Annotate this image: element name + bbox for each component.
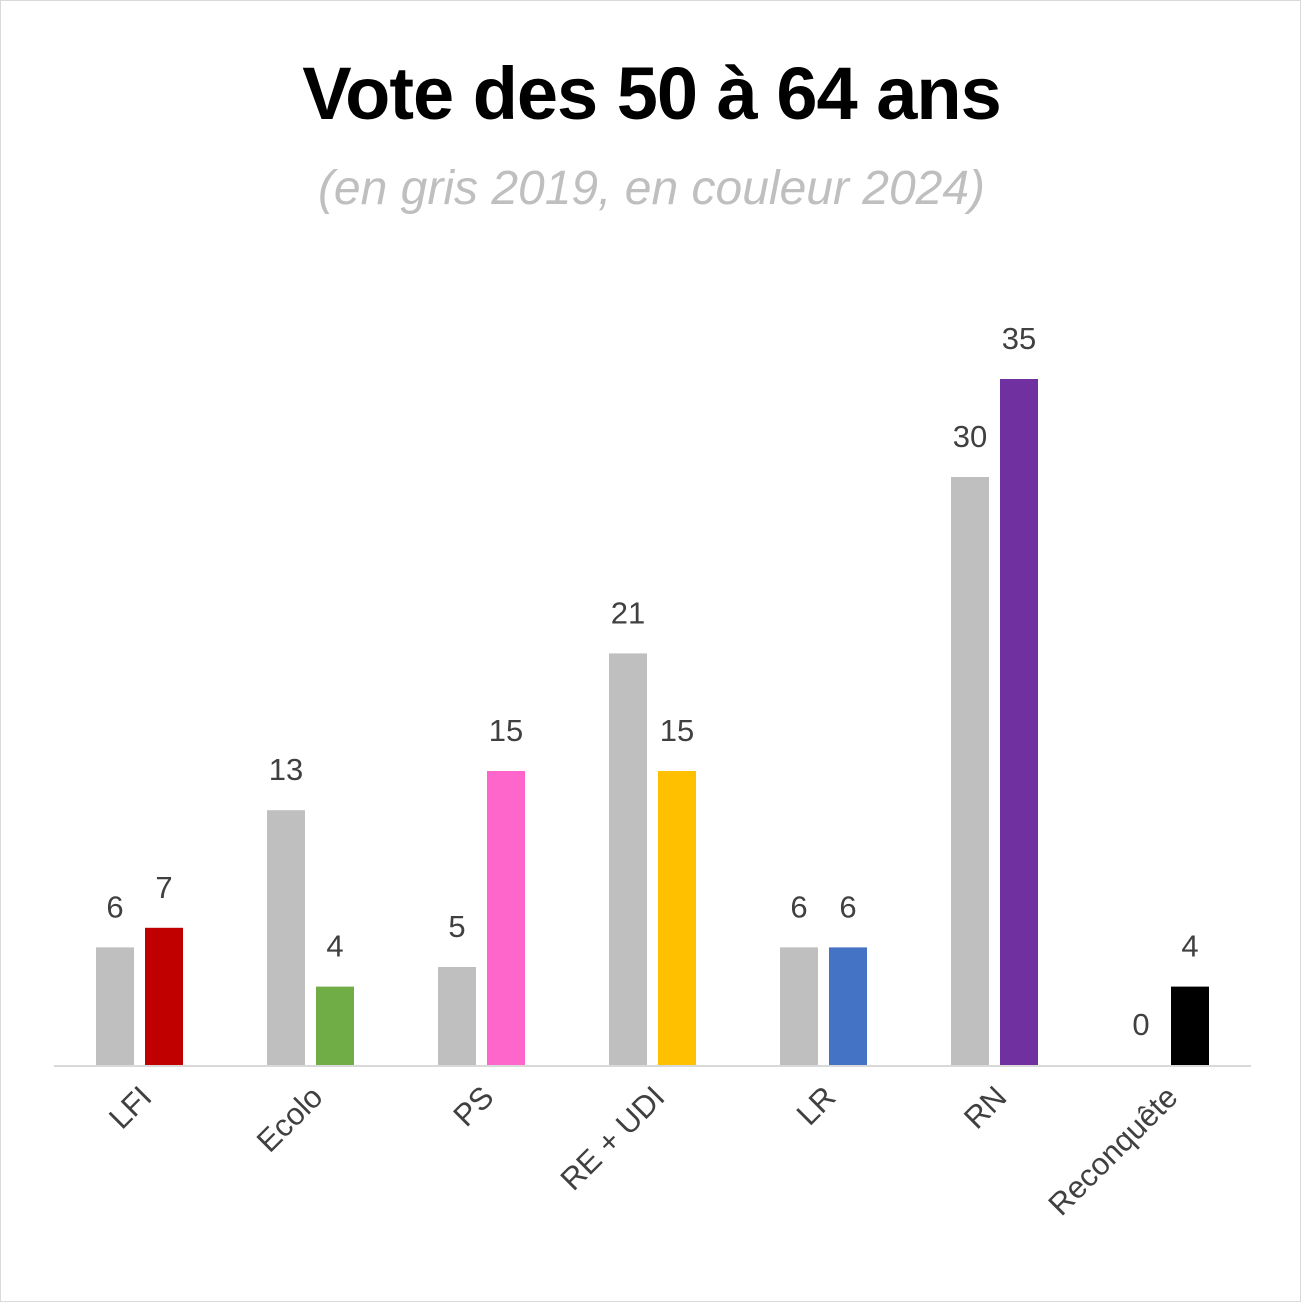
value-label: 15 <box>660 713 694 748</box>
bar-lfi-color <box>145 927 183 1065</box>
bar-ps-color <box>487 771 525 1065</box>
value-label: 6 <box>839 889 856 924</box>
category-label: PS <box>446 1079 500 1133</box>
bar-ecolo-grey <box>267 810 305 1065</box>
bar-rn-grey <box>951 477 989 1065</box>
value-label: 15 <box>489 713 523 748</box>
value-label: 7 <box>155 870 172 905</box>
category-label: Reconquête <box>1041 1079 1184 1222</box>
category-labels-layer: LFI Ecolo PS RE + UDI LR RN Reconquête <box>102 1079 1184 1222</box>
bar-re-udi-color <box>658 771 696 1065</box>
value-label: 6 <box>106 889 123 924</box>
value-label: 4 <box>1181 929 1198 964</box>
category-label: LFI <box>102 1079 158 1135</box>
chart-subtitle: (en gris 2019, en couleur 2024) <box>317 162 986 215</box>
category-label: LR <box>790 1079 843 1132</box>
bar-ps-grey <box>438 967 476 1065</box>
value-label: 13 <box>269 752 303 787</box>
bar-ecolo-color <box>316 986 354 1065</box>
value-label: 35 <box>1002 321 1036 356</box>
category-label: Ecolo <box>250 1079 330 1159</box>
category-label: RN <box>957 1079 1013 1135</box>
bar-lfi-grey <box>96 947 134 1065</box>
bar-lr-color <box>829 947 867 1065</box>
bar-re-udi-grey <box>609 653 647 1065</box>
bar-rn-color <box>1000 379 1038 1065</box>
value-label: 21 <box>611 595 645 630</box>
bar-reconqu-te-color <box>1171 986 1209 1065</box>
value-label: 4 <box>326 929 343 964</box>
chart-title: Vote des 50 à 64 ans <box>302 52 1001 135</box>
category-label: RE + UDI <box>554 1079 672 1197</box>
bars-layer <box>96 379 1209 1065</box>
value-label: 6 <box>790 889 807 924</box>
bar-lr-grey <box>780 947 818 1065</box>
value-label: 5 <box>448 909 465 944</box>
value-label: 0 <box>1132 1007 1149 1042</box>
value-label: 30 <box>953 419 987 454</box>
